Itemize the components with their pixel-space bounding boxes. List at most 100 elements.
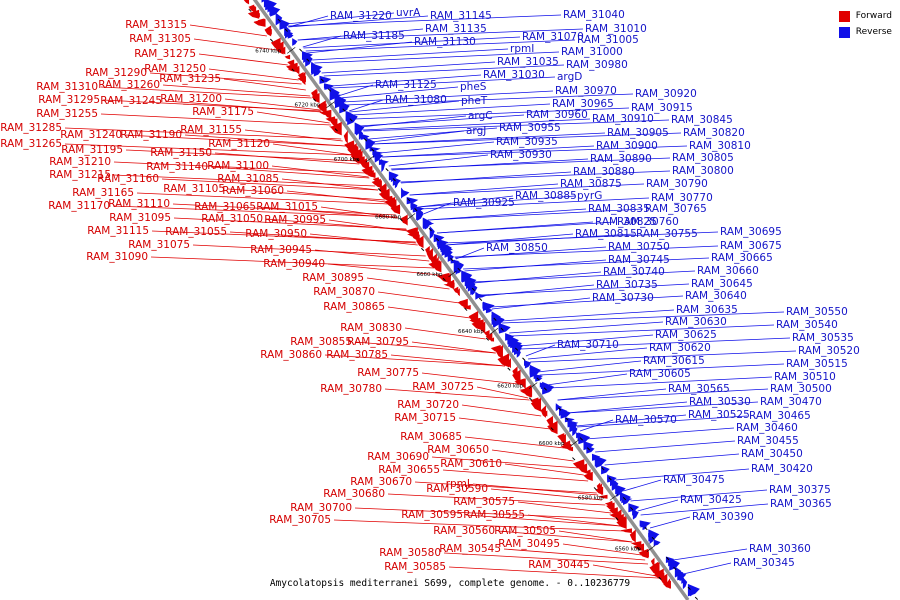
feature-marker bbox=[630, 507, 634, 511]
forward-gene-label: RAM_31050 bbox=[201, 213, 263, 225]
reverse-gene-label: RAM_31130 bbox=[414, 36, 476, 48]
reverse-leader-line bbox=[297, 28, 424, 41]
feature-marker bbox=[615, 516, 619, 521]
feature-marker bbox=[558, 407, 562, 411]
forward-leader-line bbox=[320, 206, 399, 219]
forward-feature bbox=[559, 433, 566, 445]
reverse-gene-label: RAM_31010 bbox=[585, 23, 647, 35]
reverse-gene-label: RAM_30845 bbox=[671, 114, 733, 126]
forward-leader-line bbox=[227, 188, 386, 201]
forward-feature bbox=[630, 541, 642, 547]
forward-feature bbox=[249, 5, 256, 13]
reverse-leader-line bbox=[338, 84, 374, 97]
forward-gene-label: RAM_30775 bbox=[357, 367, 419, 379]
legend-item-forward: Forward bbox=[838, 8, 892, 24]
forward-gene-label: RAM_31285 bbox=[0, 122, 62, 134]
reverse-feature bbox=[639, 520, 652, 527]
reverse-gene-label: RAM_30475 bbox=[663, 474, 725, 486]
reverse-leader-line bbox=[502, 311, 785, 324]
forward-gene-label: RAM_31160 bbox=[97, 173, 159, 185]
forward-feature bbox=[468, 311, 479, 325]
reverse-feature bbox=[440, 243, 448, 251]
reverse-leader-line bbox=[630, 489, 768, 502]
reverse-feature bbox=[275, 12, 283, 26]
forward-leader-line bbox=[198, 53, 288, 66]
tick-label: 6600 kbp bbox=[539, 441, 565, 447]
reverse-gene-label: RAM_30815 bbox=[575, 228, 637, 240]
reverse-leader-line bbox=[509, 321, 664, 334]
reverse-feature bbox=[394, 180, 399, 189]
forward-swatch bbox=[838, 10, 850, 22]
reverse-leader-line bbox=[546, 373, 628, 386]
tick-label: 6740 kbp bbox=[255, 48, 281, 54]
reverse-leader-line bbox=[557, 388, 667, 401]
reverse-gene-label: RAM_30880 bbox=[573, 166, 635, 178]
reverse-leader-line bbox=[427, 208, 587, 221]
forward-gene-label: RAM_30950 bbox=[245, 228, 307, 240]
feature-marker bbox=[377, 188, 382, 192]
reverse-gene-label: RAM_30885 bbox=[515, 190, 577, 202]
forward-gene-label: RAM_30555 bbox=[463, 509, 525, 521]
forward-gene-label: RAM_31095 bbox=[109, 212, 171, 224]
forward-leader-line bbox=[172, 203, 397, 216]
reverse-leader-line bbox=[409, 183, 645, 196]
tick-mark bbox=[489, 327, 499, 335]
forward-gene-label: RAM_31165 bbox=[72, 187, 134, 199]
tick-label: 6560 kbp bbox=[615, 547, 641, 553]
reverse-gene-label: RAM_30640 bbox=[685, 290, 747, 302]
reverse-gene-label: RAM_30805 bbox=[672, 152, 734, 164]
reverse-leader-line bbox=[520, 337, 791, 350]
forward-feature bbox=[287, 59, 295, 67]
reverse-leader-line bbox=[388, 154, 489, 167]
reverse-feature bbox=[512, 340, 524, 353]
forward-leader-line bbox=[461, 404, 542, 417]
reverse-leader-line bbox=[530, 350, 797, 363]
reverse-gene-label: RAM_30800 bbox=[672, 165, 734, 177]
tick-mark bbox=[326, 101, 335, 108]
reverse-gene-label: RAM_31000 bbox=[561, 46, 623, 58]
forward-gene-label: RAM_31060 bbox=[222, 185, 284, 197]
reverse-feature bbox=[433, 233, 445, 243]
forward-gene-label: RAM_31100 bbox=[207, 160, 269, 172]
reverse-gene-label: RAM_30365 bbox=[770, 498, 832, 510]
reverse-leader-line bbox=[615, 468, 750, 481]
reverse-feature bbox=[492, 314, 501, 325]
forward-leader-line bbox=[314, 249, 430, 262]
reverse-leader-line bbox=[323, 64, 565, 77]
reverse-gene-label: RAM_30740 bbox=[603, 266, 665, 278]
reverse-leader-line bbox=[390, 157, 671, 170]
reverse-leader-line bbox=[321, 61, 496, 74]
reverse-gene-label: RAM_30565 bbox=[668, 383, 730, 395]
forward-gene-label: RAM_31075 bbox=[128, 239, 190, 251]
reverse-leader-line bbox=[360, 115, 467, 128]
forward-gene-label: RAM_30940 bbox=[263, 258, 325, 270]
reverse-feature bbox=[648, 529, 659, 542]
forward-gene-label: RAM_31195 bbox=[61, 144, 123, 156]
forward-feature bbox=[295, 65, 300, 75]
reverse-leader-line bbox=[351, 103, 551, 116]
reverse-gene-label: RAM_30360 bbox=[749, 543, 811, 555]
reverse-leader-line bbox=[445, 233, 574, 246]
feature-marker bbox=[334, 128, 338, 132]
forward-feature bbox=[512, 366, 518, 378]
reverse-gene-label: RAM_30890 bbox=[590, 153, 652, 165]
reverse-leader-line bbox=[359, 114, 525, 127]
reverse-leader-line bbox=[525, 344, 556, 357]
forward-gene-label: RAM_31295 bbox=[38, 94, 100, 106]
feature-marker bbox=[550, 427, 554, 431]
forward-leader-line bbox=[113, 174, 376, 187]
reverse-gene-label: RAM_30760 bbox=[617, 216, 679, 228]
forward-gene-label: RAM_31200 bbox=[160, 93, 222, 105]
reverse-feature bbox=[682, 577, 688, 590]
forward-feature bbox=[629, 529, 636, 543]
forward-gene-label: RAM_31170 bbox=[48, 200, 110, 212]
forward-gene-label: RAM_31155 bbox=[180, 124, 242, 136]
reverse-feature bbox=[461, 271, 472, 283]
reverse-leader-line bbox=[354, 107, 630, 120]
feature-marker bbox=[464, 307, 468, 311]
forward-leader-line bbox=[286, 190, 387, 203]
reverse-leader-line bbox=[419, 197, 650, 210]
reverse-feature bbox=[668, 559, 673, 567]
reverse-leader-line bbox=[362, 118, 591, 131]
forward-leader-line bbox=[333, 519, 625, 532]
